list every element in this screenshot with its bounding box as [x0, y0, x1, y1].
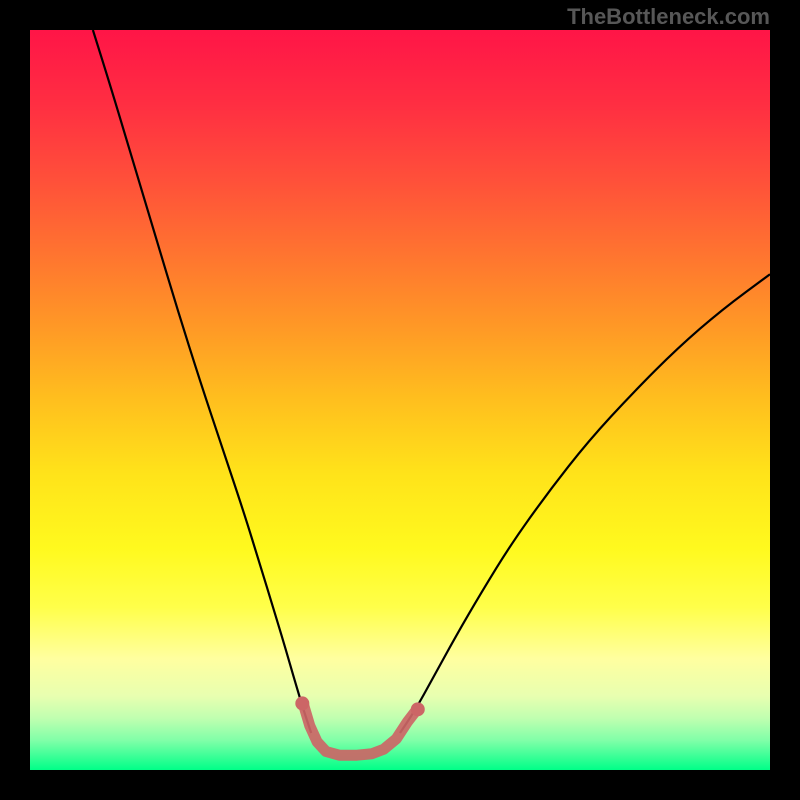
- curve-layer: [30, 30, 770, 770]
- watermark-text: TheBottleneck.com: [567, 4, 770, 30]
- plot-area: [30, 30, 770, 770]
- curve-right-branch: [400, 274, 770, 733]
- chart-container: TheBottleneck.com: [0, 0, 800, 800]
- curve-left-branch: [93, 30, 311, 733]
- marker-end-dots: [295, 696, 424, 716]
- marker-trough-path: [304, 706, 415, 756]
